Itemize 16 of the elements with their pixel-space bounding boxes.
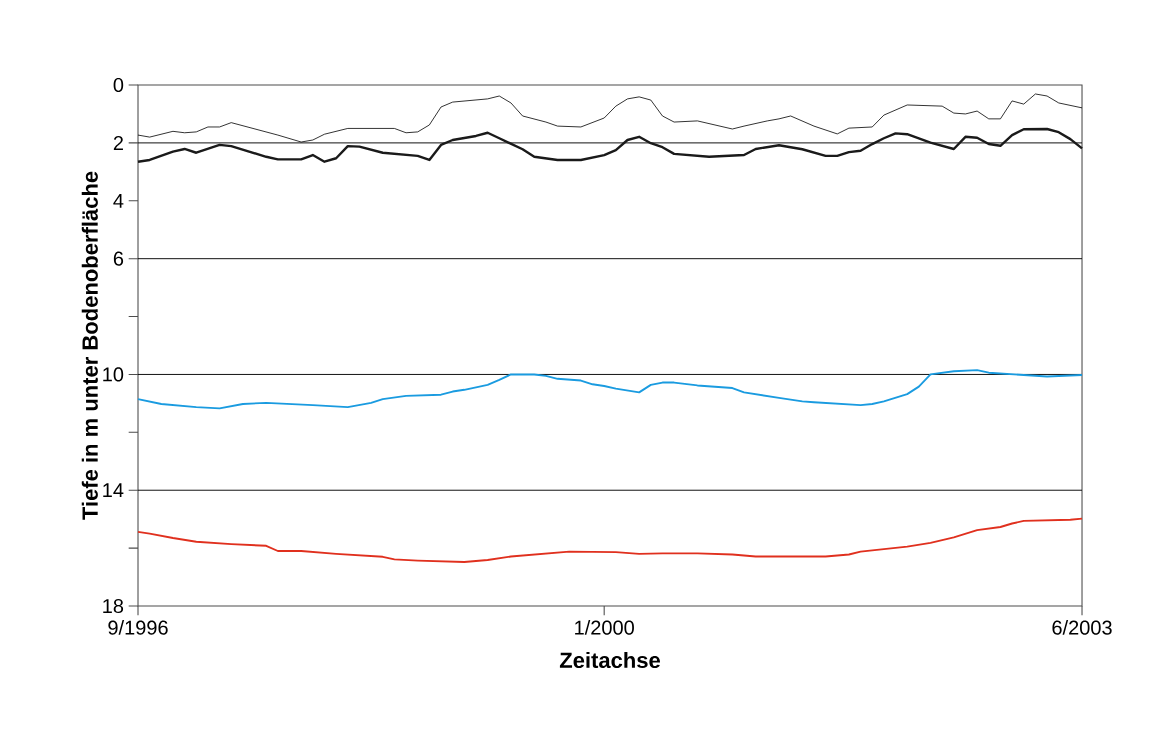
line-series <box>136 127 1084 163</box>
y-tick-label: 6 <box>113 251 124 266</box>
y-tick-label: 14 <box>103 483 124 498</box>
y-tick-label: 2 <box>113 135 123 150</box>
y-axis-title: Tiefe in m unter Bodenoberfläche <box>81 171 98 520</box>
y-tick-label: 10 <box>103 367 124 382</box>
line-series <box>137 517 1083 563</box>
line-series <box>137 369 1083 410</box>
x-tick-label: 6/2003 <box>1052 620 1112 635</box>
x-tick-label: 1/2000 <box>575 620 634 635</box>
line-series <box>137 93 1083 143</box>
y-tick-label: 0 <box>113 77 124 93</box>
x-tick-label: 9/1996 <box>108 620 168 635</box>
y-tick-label: 18 <box>103 598 124 614</box>
y-tick-label: 4 <box>113 193 124 208</box>
x-axis-title: Zeitachse <box>559 651 660 669</box>
